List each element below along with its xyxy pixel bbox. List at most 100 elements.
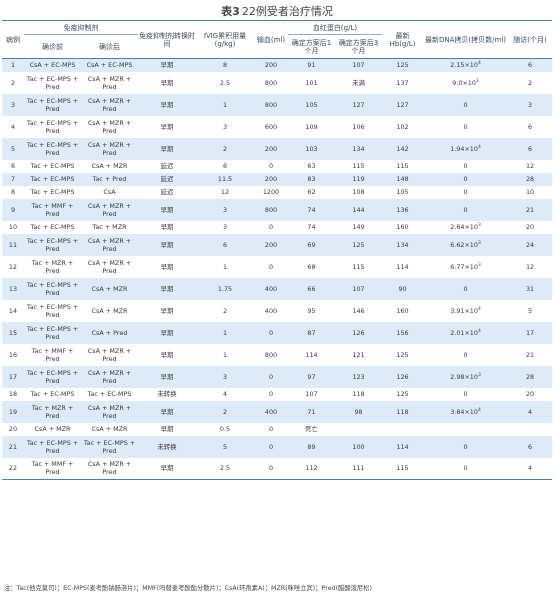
cell-dna: 6.62×103	[423, 234, 508, 256]
cell-immuno-after: CsA + Pred	[91, 328, 128, 337]
table-row: 9 Tac + MMF + Pred CsA + MZR + Pred 早期 3 800 7…	[2, 198, 553, 221]
cell-hb-1m: 112	[305, 464, 318, 473]
cell-immuno-before: Tac + MMF + Pred	[31, 201, 74, 218]
cell-transfusion: 0	[268, 328, 274, 337]
cell-immuno-before: Tac + EC-MPS + Pred	[26, 302, 79, 319]
cell-case: 17	[8, 372, 18, 381]
cell-hb-1m: 114	[305, 350, 318, 359]
footnote: 注：Tac(他克莫司)；EC-MPS(麦考酚钠肠溶片)；MMF(吗替麦考酚酯分散…	[4, 585, 372, 592]
cell-case: 2	[10, 78, 16, 87]
header-followup: 随访(个月)	[513, 35, 547, 44]
cell-hb-1m: 死亡	[305, 425, 318, 433]
cell-case: 11	[8, 240, 18, 249]
cell-transfusion: 0	[268, 425, 274, 433]
cell-case: 19	[8, 407, 18, 416]
dna-exponent: 3	[477, 240, 481, 246]
cell-immuno-before: Tac + EC-MPS	[30, 175, 75, 183]
cell-hb-3m: 111	[352, 464, 365, 473]
cell-hb-1m: 101	[305, 78, 318, 87]
cell-switch-time: 早期	[160, 262, 174, 271]
cell-immuno-before: Tac + EC-MPS + Pred	[26, 96, 79, 113]
cell-transfusion: 200	[264, 61, 278, 70]
cell-immuno-before: Tac + MMF + Pred	[31, 346, 74, 363]
cell-hb-3m: 149	[352, 223, 365, 231]
cell-hb-latest: 125	[396, 61, 409, 70]
cell-dna: 2.01×104	[423, 322, 508, 344]
cell-immuno-before: Tac + EC-MPS + Pred	[26, 118, 79, 135]
cell-switch-time: 早期	[160, 306, 174, 315]
dna-exponent: 4	[477, 61, 481, 67]
cell-switch-time: 早期	[160, 78, 174, 87]
dna-mantissa: 0	[463, 122, 468, 131]
cell-dna: 0	[423, 116, 508, 138]
treatment-table: 病例 免疫抑制剂 免疫抑制剂转换时间 IVIG累积用量(g/kg) 输血(ml)…	[2, 20, 553, 480]
cell-hb-3m: 121	[352, 350, 365, 359]
cell-immuno-after: CsA + MZR + Pred	[87, 96, 132, 113]
cell-followup: 4	[527, 464, 533, 473]
cell-dna: 3.84×104	[423, 401, 508, 423]
cell-hb-1m: 89	[307, 442, 316, 451]
cell-hb-1m: 69	[307, 240, 316, 249]
cell-hb-1m: 105	[305, 100, 318, 109]
dna-mantissa: 0	[463, 100, 468, 109]
cell-dna: 0	[423, 388, 508, 401]
cell-hb-latest: 118	[396, 407, 409, 416]
cell-hb-1m: 63	[307, 162, 316, 170]
cell-hb-latest: 114	[396, 442, 409, 451]
dna-mantissa: 2.64×10	[450, 223, 478, 231]
dna-mantissa: 9.0×10	[452, 78, 476, 87]
cell-followup: 12	[525, 162, 535, 170]
header-dna: 最新DNA拷贝(拷贝数/ml)	[425, 35, 507, 44]
cell-case: 15	[8, 328, 18, 337]
cell-hb-3m: 108	[352, 188, 365, 196]
dna-mantissa: 3.84×10	[450, 407, 478, 416]
dna-mantissa: 0	[463, 188, 468, 196]
cell-followup: 24	[525, 240, 535, 249]
table-row: 6 Tac + EC-MPS CsA + MZR 延迟 6 0 63 115 115 0 12	[2, 159, 553, 173]
cell-hb-1m: 68	[307, 262, 316, 271]
table-row: 8 Tac + EC-MPS CsA 延迟 12 1200 62 108 105 0 10	[2, 185, 553, 199]
cell-dna: 9.0×103	[423, 72, 508, 94]
table-row: 16 Tac + MMF + Pred CsA + MZR + Pred 早期 1 800…	[2, 343, 553, 366]
dna-mantissa: 0	[463, 350, 468, 359]
cell-hb-latest: 125	[396, 350, 409, 359]
dna-mantissa: 0	[463, 390, 468, 398]
cell-hb-1m: 103	[305, 144, 318, 153]
cell-case: 13	[8, 284, 18, 293]
cell-case: 10	[8, 223, 18, 231]
cell-transfusion: 0	[268, 223, 274, 231]
cell-ivig: 4	[222, 390, 228, 398]
cell-case: 20	[8, 425, 18, 433]
cell-switch-time: 早期	[160, 240, 174, 249]
cell-case: 1	[10, 61, 16, 70]
dna-exponent: 4	[477, 144, 481, 150]
dna-mantissa: 0	[463, 205, 468, 214]
cell-ivig: 2.5	[219, 78, 231, 87]
cell-hb-3m: 100	[352, 442, 365, 451]
cell-hb-latest: 134	[396, 240, 409, 249]
cell-hb-1m: 91	[307, 61, 316, 70]
cell-dna: 0	[423, 160, 508, 173]
cell-switch-time: 未转换	[157, 442, 177, 451]
dna-mantissa: 2.01×10	[450, 328, 478, 337]
cell-transfusion: 0	[268, 162, 274, 170]
cell-immuno-before: CsA + EC-MPS	[29, 61, 76, 70]
header-switch-time: 免疫抑制剂转换时间	[139, 31, 195, 48]
cell-transfusion: 1200	[262, 188, 280, 196]
cell-immuno-after: Tac + EC-MPS + Pred	[83, 438, 136, 455]
cell-transfusion: 800	[264, 78, 278, 87]
cell-immuno-after: CsA + MZR + Pred	[87, 368, 132, 385]
cell-switch-time: 早期	[160, 223, 174, 231]
cell-followup: 10	[525, 188, 535, 196]
table-row: 20 CsA + MZR CsA + MZR 早期 0.5 0 死亡	[2, 422, 553, 436]
cell-dna: 0	[423, 458, 508, 480]
table-row: 2 Tac + EC-MPS + Pred CsA + MZR + Pred 早期 2.…	[2, 71, 553, 94]
cell-immuno-before: Tac + EC-MPS + Pred	[26, 140, 79, 157]
cell-immuno-after: CsA + MZR	[91, 284, 128, 293]
cell-dna: 2.64×103	[423, 221, 508, 234]
cell-immuno-after: Tac + Pred	[92, 175, 127, 183]
cell-switch-time: 早期	[160, 122, 174, 131]
cell-immuno-after: CsA + MZR + Pred	[87, 201, 132, 218]
cell-hb-1m: 107	[305, 390, 318, 398]
cell-dna: 0	[423, 436, 508, 458]
